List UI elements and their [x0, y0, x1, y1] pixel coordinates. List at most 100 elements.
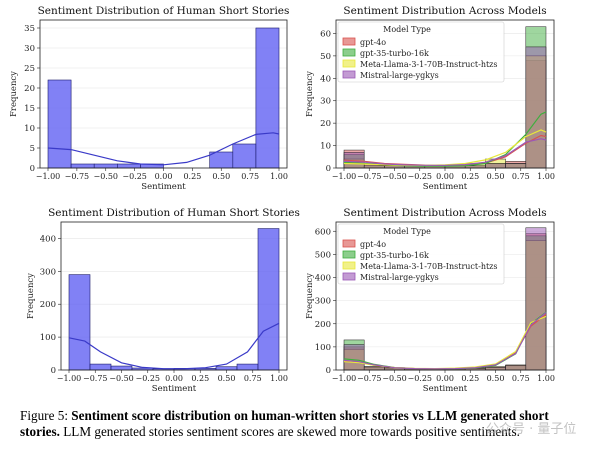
bar-mistral-large-ygkys — [485, 366, 506, 371]
bar-mistral-large-ygkys — [525, 227, 547, 371]
bar — [255, 27, 280, 169]
bar — [257, 228, 280, 371]
legend-title: Model Type — [383, 227, 431, 236]
x-tick-label: −0.50 — [93, 172, 118, 181]
x-tick-label: 0.50 — [218, 374, 236, 383]
legend-swatch — [342, 239, 356, 248]
x-tick-label: −0.25 — [407, 172, 432, 181]
chart-panel-1: Sentiment Distribution of Human Short St… — [9, 5, 289, 192]
bar-mistral-large-ygkys — [485, 163, 506, 169]
legend: Model Type gpt-4o gpt-35-turbo-16k Meta-Lla… — [337, 223, 505, 285]
bar — [117, 163, 141, 169]
x-tick-label: −1.00 — [332, 374, 357, 383]
legend-swatch — [342, 272, 356, 281]
legend-swatch — [342, 37, 356, 46]
watermark: 公众号 · 量子位 — [486, 422, 577, 437]
bar-mistral-large-ygkys — [525, 46, 547, 169]
y-tick-label: 200 — [40, 300, 56, 310]
x-tick-label: 0.75 — [512, 172, 530, 181]
chart-panel-4: Sentiment Distribution Across Models 0 100… — [305, 207, 555, 394]
x-tick-label: −0.75 — [65, 172, 90, 181]
legend-swatch — [342, 261, 356, 270]
figure-charts: Sentiment Distribution of Human Short St… — [9, 5, 555, 394]
bar — [110, 365, 133, 371]
legend-entry: Meta-Llama-3-1-70B-Instruct-htzs — [360, 60, 498, 69]
x-axis-label: Sentiment — [423, 182, 468, 192]
x-tick-label: 0.25 — [183, 172, 201, 181]
x-tick-label: −1.00 — [57, 374, 82, 383]
kde-line — [68, 322, 280, 370]
legend-box — [337, 223, 505, 285]
x-tick-label: −0.50 — [382, 172, 407, 181]
y-tick-label: 20 — [320, 119, 331, 129]
bar — [93, 163, 118, 169]
caption-bold: Sentiment score distribution on human-wr… — [20, 408, 549, 439]
kde-line-gpt-35-turbo-16k — [343, 311, 547, 370]
legend-entry: gpt-4o — [360, 38, 386, 47]
y-tick-label: 500 — [315, 250, 331, 260]
y-axis-label: Frequency — [305, 273, 315, 319]
kde-line-mistral-large-ygkys — [343, 312, 547, 370]
x-axis-label: Sentiment — [141, 182, 186, 192]
y-tick-label: 100 — [315, 343, 331, 353]
y-tick-label: 5 — [30, 144, 35, 154]
legend-entry: gpt-35-turbo-16k — [360, 251, 429, 260]
x-tick-label: 0.75 — [244, 374, 262, 383]
legend-swatch — [342, 250, 356, 259]
x-tick-label: −1.00 — [332, 172, 357, 181]
legend-swatch — [342, 48, 356, 57]
bar — [70, 163, 95, 169]
kde-line-gpt-4o — [343, 134, 547, 166]
x-tick-label: 0.25 — [191, 374, 209, 383]
x-tick-label: 0.00 — [436, 172, 454, 181]
y-tick-label: 200 — [315, 320, 331, 330]
kde-line-gpt-4o — [343, 314, 547, 370]
chart-title: Sentiment Distribution Across Models — [343, 5, 546, 17]
x-axis-label: Sentiment — [152, 384, 197, 394]
legend-swatch — [342, 59, 356, 68]
y-tick-label: 15 — [24, 104, 35, 114]
x-tick-label: 0.50 — [212, 172, 230, 181]
x-tick-label: 0.75 — [512, 374, 530, 383]
x-tick-label: 1.00 — [537, 374, 555, 383]
bar — [215, 366, 238, 371]
legend-entry: gpt-4o — [360, 240, 386, 249]
y-tick-label: 0 — [30, 164, 35, 174]
legend-entry: Mistral-large-ygkys — [360, 71, 439, 80]
chart-panel-3: Sentiment Distribution of Human Short St… — [26, 207, 300, 394]
figure-caption: Figure 5: Sentiment score distribution o… — [20, 408, 578, 440]
y-axis-label: Frequency — [9, 71, 19, 117]
x-tick-label: 0.00 — [155, 172, 173, 181]
y-tick-label: 60 — [320, 29, 331, 39]
caption-rest: LLM generated stories sentiment scores a… — [63, 424, 520, 439]
y-tick-label: 400 — [40, 234, 56, 244]
y-tick-label: 300 — [40, 267, 56, 277]
y-tick-label: 30 — [24, 44, 35, 54]
y-tick-label: 100 — [40, 333, 56, 343]
y-tick-label: 400 — [315, 274, 331, 284]
kde-line — [47, 132, 280, 166]
bar — [89, 363, 112, 371]
bar-mistral-large-ygkys — [505, 163, 527, 169]
y-axis-label: Frequency — [26, 273, 36, 319]
kde-line-gpt-35-turbo-16k — [343, 111, 547, 167]
chart-title: Sentiment Distribution of Human Short St… — [38, 5, 290, 17]
chart-title: Sentiment Distribution Across Models — [343, 207, 546, 219]
x-tick-label: −0.25 — [122, 172, 147, 181]
bar — [236, 363, 259, 371]
x-tick-label: 1.00 — [270, 172, 288, 181]
x-tick-label: 0.25 — [461, 172, 479, 181]
y-tick-label: 10 — [320, 142, 331, 152]
kde-line-meta-llama-3-1-70b-instruct-htzs — [343, 129, 547, 166]
chart-title: Sentiment Distribution of Human Short St… — [48, 207, 300, 219]
kde-line-mistral-large-ygkys — [343, 138, 547, 166]
x-tick-label: −0.75 — [357, 172, 382, 181]
y-tick-label: 40 — [320, 74, 331, 84]
legend-box — [337, 21, 505, 83]
x-tick-label: 0.00 — [165, 374, 183, 383]
x-tick-label: 1.00 — [537, 172, 555, 181]
x-tick-label: −0.75 — [83, 374, 108, 383]
x-tick-label: 0.00 — [436, 374, 454, 383]
y-tick-label: 600 — [315, 227, 331, 237]
caption-label: Figure 5: — [20, 408, 68, 423]
